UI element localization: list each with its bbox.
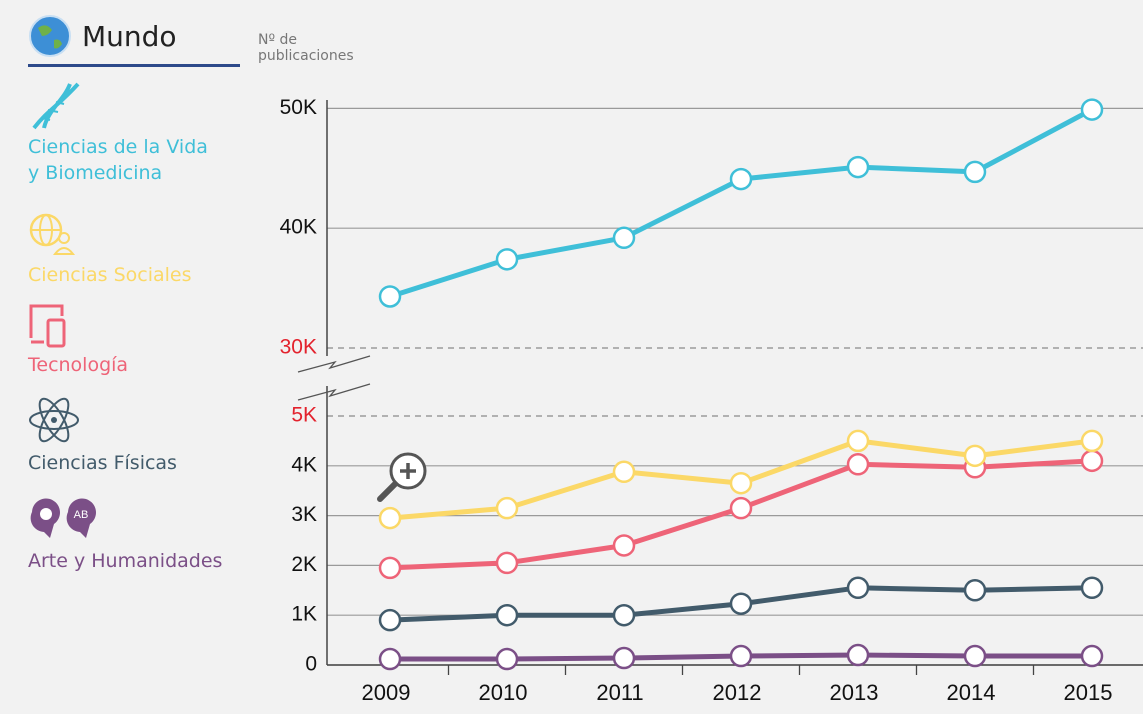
point	[729, 592, 753, 615]
point	[612, 226, 636, 250]
y-tick-label: 3K	[291, 503, 317, 526]
point	[378, 608, 402, 632]
point	[963, 160, 987, 184]
legend-label: Ciencias Físicas	[28, 452, 177, 474]
y-axis-label: Nº de publicaciones	[258, 32, 354, 64]
zoom-icon	[377, 452, 427, 502]
legend-label: Ciencias de la Vida y Biomedicina	[28, 136, 208, 184]
point	[729, 471, 753, 495]
point	[729, 644, 753, 668]
point	[1080, 644, 1104, 668]
x-tick-label: 2010	[479, 680, 528, 705]
point	[612, 603, 636, 627]
point	[846, 155, 870, 179]
x-tick-label: 2013	[830, 680, 879, 705]
legend-label: Arte y Humanidades	[28, 550, 223, 572]
point	[1080, 449, 1104, 473]
y-tick-label: 5K	[291, 404, 317, 427]
globe-icon	[29, 15, 71, 57]
point	[612, 534, 636, 557]
header-rule	[28, 64, 240, 67]
title: Mundo	[82, 19, 177, 53]
legend-item: Ciencias Sociales	[28, 208, 192, 288]
svg-text:AB: AB	[74, 509, 89, 521]
social-icon	[29, 213, 76, 255]
point	[846, 576, 870, 600]
arts-icon: AB	[30, 498, 96, 538]
y-tick-label: 0	[305, 653, 317, 676]
x-tick-label: 2011	[596, 680, 643, 705]
legend-item: Tecnología	[28, 302, 128, 378]
point	[378, 647, 402, 671]
legend-label: Ciencias Sociales	[28, 264, 192, 286]
y-tick-label: 30K	[280, 336, 317, 359]
point	[495, 551, 519, 575]
legend-item: Ciencias Físicas	[28, 394, 177, 476]
point	[1080, 576, 1104, 600]
point	[729, 496, 753, 520]
atom-icon	[29, 397, 79, 443]
point	[963, 579, 987, 602]
legend-item: Ciencias de la Vida y Biomedicina	[28, 80, 223, 186]
point	[963, 644, 987, 668]
y-tick-label: 2K	[291, 553, 317, 576]
point	[378, 285, 402, 308]
zoom-handle	[377, 481, 398, 502]
point	[963, 444, 987, 468]
point	[612, 646, 636, 670]
point	[495, 248, 519, 271]
point	[846, 643, 870, 667]
dna-icon	[32, 82, 80, 130]
axis-break	[297, 355, 371, 401]
point	[495, 647, 519, 671]
y-tick-label: 4K	[291, 453, 317, 476]
point	[729, 167, 753, 191]
point	[612, 460, 636, 484]
series-line	[389, 107, 1094, 299]
x-tick-label: 2015	[1064, 680, 1113, 705]
x-tick-label: 2009	[362, 680, 411, 705]
point	[495, 496, 519, 520]
point	[1080, 429, 1104, 453]
tech-icon	[29, 304, 66, 348]
point	[495, 603, 519, 627]
point	[846, 453, 870, 476]
region-header: Mundo	[28, 14, 177, 58]
point	[846, 429, 870, 453]
y-tick-label: 1K	[291, 603, 317, 626]
zoom-plus	[400, 463, 416, 479]
legend-label: Tecnología	[28, 354, 129, 376]
x-tick-label: 2014	[947, 680, 996, 705]
sidebar: Mundo Ciencias de la Vida y Biomedicina …	[0, 0, 354, 714]
legend-item: AB Arte y Humanidades	[28, 496, 222, 574]
x-tick-label: 2012	[713, 680, 762, 705]
point	[1080, 98, 1104, 121]
point	[378, 506, 402, 530]
y-tick-label: 50K	[280, 96, 317, 119]
point	[378, 556, 402, 580]
y-tick-label: 40K	[280, 216, 317, 239]
